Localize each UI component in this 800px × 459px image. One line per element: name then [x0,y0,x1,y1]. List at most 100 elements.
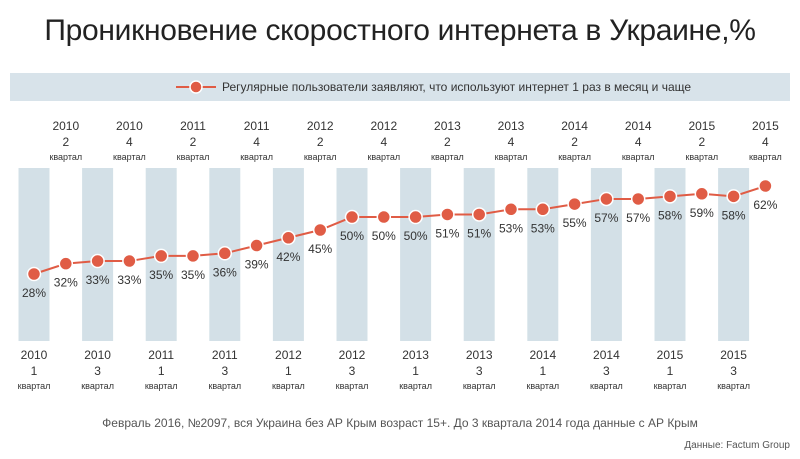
x-tick-year: 2015 [720,348,747,362]
data-label: 53% [499,221,523,235]
legend: Регулярные пользователи заявляют, что ис… [10,73,790,101]
column-band [400,168,432,341]
x-tick-quarter-word: квартал [113,152,146,162]
data-point [26,266,42,282]
x-tick-year: 2015 [657,348,684,362]
data-point [217,246,233,261]
source-credit: Данные: Factum Group [684,440,790,451]
data-label: 28% [22,286,46,300]
x-tick-quarter: 4 [635,135,642,149]
x-tick-quarter-word: квартал [399,381,432,391]
data-point [599,191,614,207]
x-tick-year: 2013 [466,348,493,362]
data-point [185,248,201,264]
x-tick-quarter-word: квартал [18,381,51,391]
x-tick-quarter: 2 [571,135,578,149]
data-point [726,189,741,204]
x-tick-quarter: 2 [698,135,705,149]
data-label: 50% [340,229,364,243]
footnote: Февраль 2016, №2097, вся Украина без АР … [102,416,698,430]
x-tick-quarter: 4 [253,135,260,149]
x-tick-year: 2012 [370,119,397,133]
legend-label: Регулярные пользователи заявляют, что ис… [222,80,692,94]
x-tick-year: 2014 [561,119,588,133]
x-tick-year: 2014 [529,348,556,362]
x-tick-quarter: 1 [539,364,546,378]
data-point [344,209,360,225]
x-tick-year: 2011 [180,119,206,133]
data-point [694,186,710,202]
x-tick-quarter-word: квартал [526,381,559,391]
x-tick-year: 2015 [752,119,779,133]
x-tick-quarter: 3 [476,364,483,378]
x-tick-quarter-word: квартал [685,152,718,162]
column-band [18,168,50,341]
data-label: 55% [563,216,587,230]
x-tick-year: 2011 [244,119,270,133]
x-tick-quarter-word: квартал [145,381,178,391]
x-tick-quarter-word: квартал [49,152,82,162]
x-tick-year: 2014 [625,119,652,133]
x-tick-quarter-word: квартал [304,152,337,162]
x-tick-quarter-word: квартал [622,152,655,162]
data-label: 57% [594,211,618,225]
data-point [58,256,74,271]
x-tick-quarter-word: квартал [717,381,750,391]
x-tick-quarter-word: квартал [590,381,623,391]
x-tick-quarter: 4 [762,135,769,149]
x-tick-quarter: 1 [158,364,165,378]
x-tick-quarter-word: квартал [463,381,496,391]
data-label: 42% [276,250,300,264]
x-tick-quarter-word: квартал [81,381,114,391]
x-tick-quarter: 2 [190,135,197,149]
x-tick-quarter: 2 [444,135,451,149]
chart-title: Проникновение скоростного интернета в Ук… [44,14,756,47]
data-point [630,191,646,207]
legend-marker [176,80,216,94]
x-tick-quarter: 3 [730,364,737,378]
data-point [440,207,455,222]
data-label: 32% [54,276,78,290]
data-label: 33% [117,273,141,287]
x-tick-year: 2010 [116,119,143,133]
data-label: 50% [404,229,428,243]
data-label: 59% [690,206,714,220]
x-tick-quarter: 4 [380,135,387,149]
x-tick-year: 2010 [52,119,79,133]
x-tick-quarter-word: квартал [208,381,241,391]
x-tick-quarter: 1 [667,364,674,378]
data-label: 58% [658,208,682,222]
x-tick-quarter: 4 [508,135,515,149]
data-point [662,189,678,204]
x-tick-year: 2013 [434,119,461,133]
data-point [376,209,392,225]
x-tick-quarter: 3 [221,364,228,378]
x-tick-quarter: 1 [31,364,38,378]
data-label: 51% [435,226,459,240]
data-label: 35% [181,268,205,282]
x-tick-quarter-word: квартал [558,152,591,162]
data-label: 62% [753,198,777,212]
column-band [336,168,368,341]
data-label: 33% [86,273,110,287]
x-tick-quarter: 3 [94,364,101,378]
data-point [567,196,582,212]
x-tick-quarter-word: квартал [495,152,528,162]
column-band [272,168,304,341]
data-label: 51% [467,226,491,240]
data-point [758,178,773,194]
data-point [90,253,105,269]
x-tick-year: 2010 [84,348,111,362]
data-label: 57% [626,211,650,225]
column-band [527,168,559,341]
data-label: 58% [722,208,746,222]
data-point [312,222,328,238]
data-label: 50% [372,229,396,243]
data-point [249,238,264,253]
x-tick-quarter-word: квартал [431,152,464,162]
data-label: 35% [149,268,173,282]
x-tick-quarter-word: квартал [654,381,687,391]
column-band [463,168,495,341]
x-tick-quarter: 4 [126,135,133,149]
x-tick-year: 2012 [339,348,366,362]
